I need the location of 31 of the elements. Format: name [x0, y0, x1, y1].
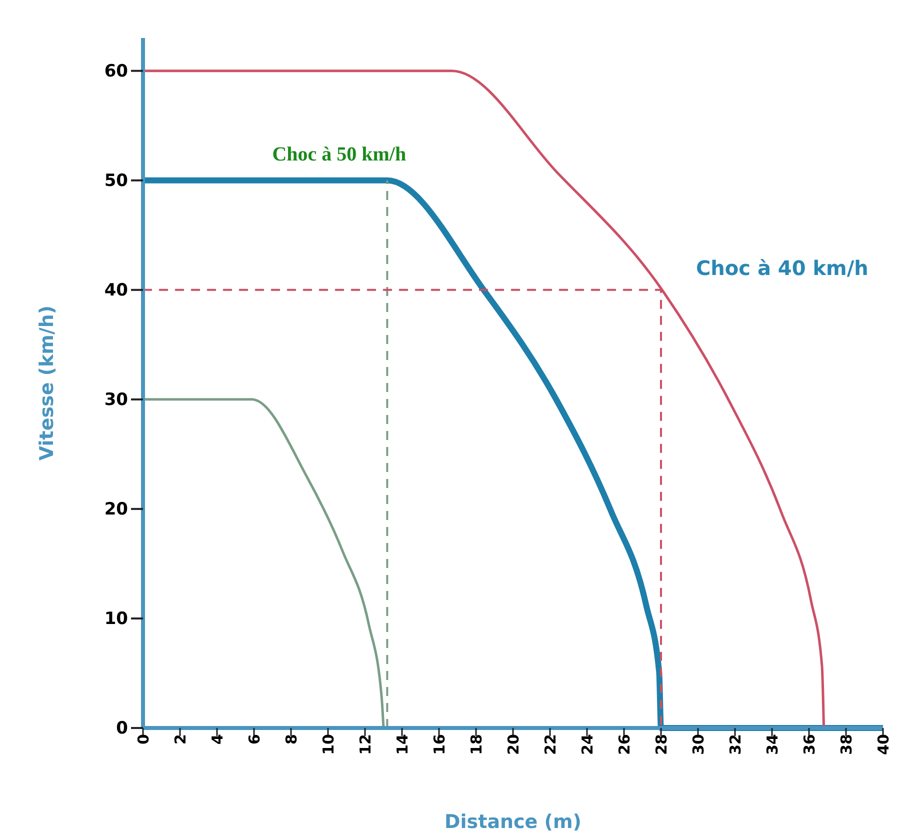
x-tick-label: 6 — [245, 734, 264, 744]
annotation: Choc à 40 km/h — [696, 256, 868, 280]
x-tick-label: 18 — [467, 734, 486, 755]
x-tick-label: 24 — [578, 734, 596, 755]
y-axis-title: Vitesse (km/h) — [36, 305, 58, 461]
x-tick-label: 4 — [208, 734, 226, 744]
y-tick-label: 30 — [104, 390, 128, 410]
annotation: Choc à 50 km/h — [272, 143, 406, 166]
y-tick-label: 50 — [104, 170, 128, 191]
x-tick-label: 34 — [763, 734, 782, 755]
x-tick-label: 16 — [430, 734, 448, 755]
x-tick-label: 38 — [837, 734, 856, 755]
y-tick-label: 20 — [104, 499, 128, 520]
x-tick-label: 40 — [874, 734, 892, 755]
x-tick-label: 32 — [726, 734, 744, 755]
y-tick-label: 40 — [104, 280, 128, 300]
x-tick-label: 22 — [541, 734, 560, 755]
x-tick-label: 10 — [319, 734, 338, 755]
x-tick-label: 12 — [356, 734, 374, 755]
x-tick-label: 26 — [615, 734, 634, 755]
x-tick-label: 20 — [504, 734, 522, 755]
x-tick-label: 0 — [134, 734, 152, 744]
x-tick-label: 36 — [800, 734, 818, 755]
y-tick-label: 60 — [104, 61, 128, 82]
x-tick-label: 8 — [282, 734, 300, 744]
x-tick-label: 28 — [652, 734, 670, 755]
y-tick-label: 10 — [104, 608, 128, 629]
x-axis-title: Distance (m) — [444, 811, 582, 833]
x-tick-label: 14 — [393, 734, 412, 755]
x-tick-label: 2 — [171, 734, 190, 744]
x-tick-label: 30 — [689, 734, 708, 755]
